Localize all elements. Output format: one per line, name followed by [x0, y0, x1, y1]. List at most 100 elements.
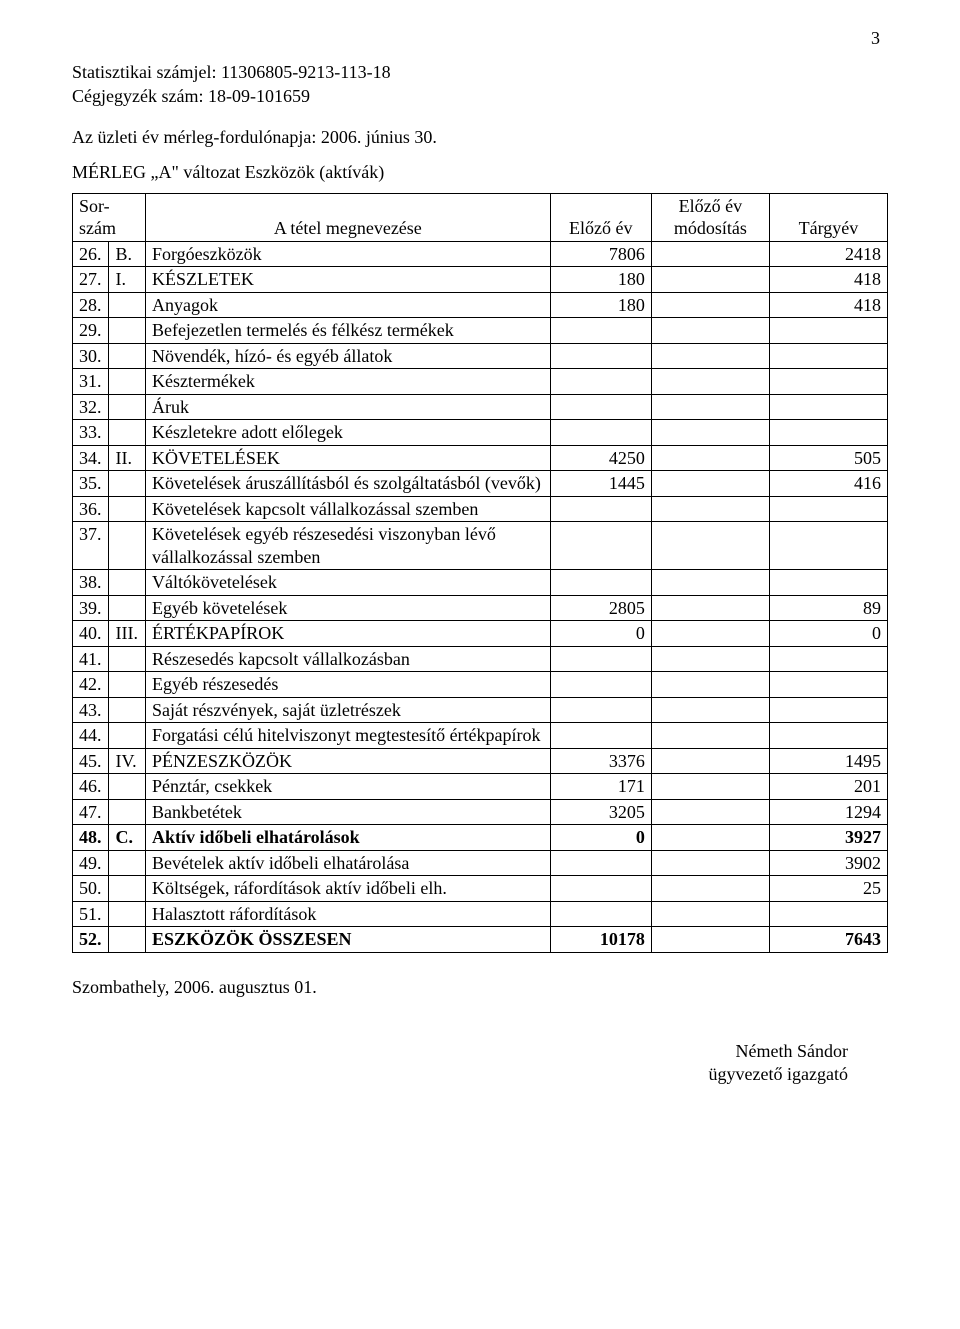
row-mark [109, 697, 145, 723]
row-current-value: 418 [769, 267, 887, 293]
row-mark [109, 774, 145, 800]
row-title: Halasztott ráfordítások [145, 901, 550, 927]
row-mark: IV. [109, 748, 145, 774]
row-modification-value [651, 876, 769, 902]
row-modification-value [651, 522, 769, 570]
row-number: 29. [73, 318, 109, 344]
row-mark [109, 595, 145, 621]
row-title: Késztermékek [145, 369, 550, 395]
row-mark [109, 672, 145, 698]
row-previous-value: 7806 [550, 241, 651, 267]
row-number: 46. [73, 774, 109, 800]
row-previous-value [550, 420, 651, 446]
row-previous-value: 4250 [550, 445, 651, 471]
row-title: Növendék, hízó- és egyéb állatok [145, 343, 550, 369]
row-previous-value [550, 394, 651, 420]
row-title: Készletekre adott előlegek [145, 420, 550, 446]
row-current-value: 89 [769, 595, 887, 621]
row-previous-value [550, 901, 651, 927]
row-current-value: 3927 [769, 825, 887, 851]
row-mark [109, 522, 145, 570]
table-row: 27.I.KÉSZLETEK180418 [73, 267, 888, 293]
row-title: Költségek, ráfordítások aktív időbeli el… [145, 876, 550, 902]
row-previous-value [550, 646, 651, 672]
row-modification-value [651, 621, 769, 647]
table-row: 32.Áruk [73, 394, 888, 420]
table-row: 34.II.KÖVETELÉSEK4250505 [73, 445, 888, 471]
row-previous-value [550, 723, 651, 749]
row-previous-value: 0 [550, 825, 651, 851]
row-previous-value [550, 672, 651, 698]
row-modification-value [651, 445, 769, 471]
row-title: Bevételek aktív időbeli elhatárolása [145, 850, 550, 876]
row-modification-value [651, 369, 769, 395]
row-previous-value [550, 697, 651, 723]
row-current-value: 25 [769, 876, 887, 902]
row-number: 49. [73, 850, 109, 876]
row-modification-value [651, 420, 769, 446]
row-title: Egyéb követelések [145, 595, 550, 621]
row-modification-value [651, 927, 769, 953]
table-row: 48.C.Aktív időbeli elhatárolások03927 [73, 825, 888, 851]
col-header-sorszam: Sor-szám [73, 193, 146, 241]
row-modification-value [651, 318, 769, 344]
row-mark: I. [109, 267, 145, 293]
row-previous-value: 180 [550, 292, 651, 318]
row-previous-value [550, 522, 651, 570]
row-number: 38. [73, 570, 109, 596]
row-modification-value [651, 825, 769, 851]
row-title: Követelések áruszállításból és szolgálta… [145, 471, 550, 497]
row-current-value [769, 646, 887, 672]
row-mark [109, 394, 145, 420]
table-row: 30. Növendék, hízó- és egyéb állatok [73, 343, 888, 369]
row-current-value [769, 394, 887, 420]
row-number: 45. [73, 748, 109, 774]
row-number: 50. [73, 876, 109, 902]
row-number: 35. [73, 471, 109, 497]
row-current-value [769, 343, 887, 369]
row-modification-value [651, 241, 769, 267]
row-title: Forgóeszközök [145, 241, 550, 267]
table-row: 45.IV.PÉNZESZKÖZÖK33761495 [73, 748, 888, 774]
row-modification-value [651, 267, 769, 293]
row-previous-value [550, 496, 651, 522]
row-previous-value: 1445 [550, 471, 651, 497]
row-current-value [769, 672, 887, 698]
row-previous-value: 171 [550, 774, 651, 800]
row-title: Követelések kapcsolt vállalkozással szem… [145, 496, 550, 522]
row-previous-value: 180 [550, 267, 651, 293]
table-row: 37. Követelések egyéb részesedési viszony… [73, 522, 888, 570]
row-previous-value [550, 369, 651, 395]
stat-number-line: Statisztikai számjel: 11306805-9213-113-… [72, 60, 888, 84]
table-row: 26.B.Forgóeszközök78062418 [73, 241, 888, 267]
row-previous-value: 3205 [550, 799, 651, 825]
row-mark [109, 318, 145, 344]
table-row: 42.Egyéb részesedés [73, 672, 888, 698]
row-modification-value [651, 697, 769, 723]
row-modification-value [651, 723, 769, 749]
row-previous-value [550, 343, 651, 369]
table-body: 26.B.Forgóeszközök7806241827.I.KÉSZLETEK… [73, 241, 888, 952]
row-number: 44. [73, 723, 109, 749]
row-current-value: 2418 [769, 241, 887, 267]
row-modification-value [651, 672, 769, 698]
table-row: 47.Bankbetétek32051294 [73, 799, 888, 825]
row-title: Követelések egyéb részesedési viszonyban… [145, 522, 550, 570]
row-number: 37. [73, 522, 109, 570]
row-number: 30. [73, 343, 109, 369]
row-title: Anyagok [145, 292, 550, 318]
table-row: 35. Követelések áruszállításból és szolgá… [73, 471, 888, 497]
row-current-value: 1495 [769, 748, 887, 774]
document-title: MÉRLEG „A" változat Eszközök (aktívák) [72, 162, 888, 183]
table-row: 51.Halasztott ráfordítások [73, 901, 888, 927]
table-row: 41.Részesedés kapcsolt vállalkozásban [73, 646, 888, 672]
table-row: 40.III.ÉRTÉKPAPÍROK00 [73, 621, 888, 647]
row-title: Bankbetétek [145, 799, 550, 825]
row-modification-value [651, 774, 769, 800]
row-title: Áruk [145, 394, 550, 420]
row-mark: C. [109, 825, 145, 851]
row-title: Saját részvények, saját üzletrészek [145, 697, 550, 723]
row-title: Részesedés kapcsolt vállalkozásban [145, 646, 550, 672]
row-title: ÉRTÉKPAPÍROK [145, 621, 550, 647]
signer-title: ügyvezető igazgató [72, 1063, 848, 1086]
